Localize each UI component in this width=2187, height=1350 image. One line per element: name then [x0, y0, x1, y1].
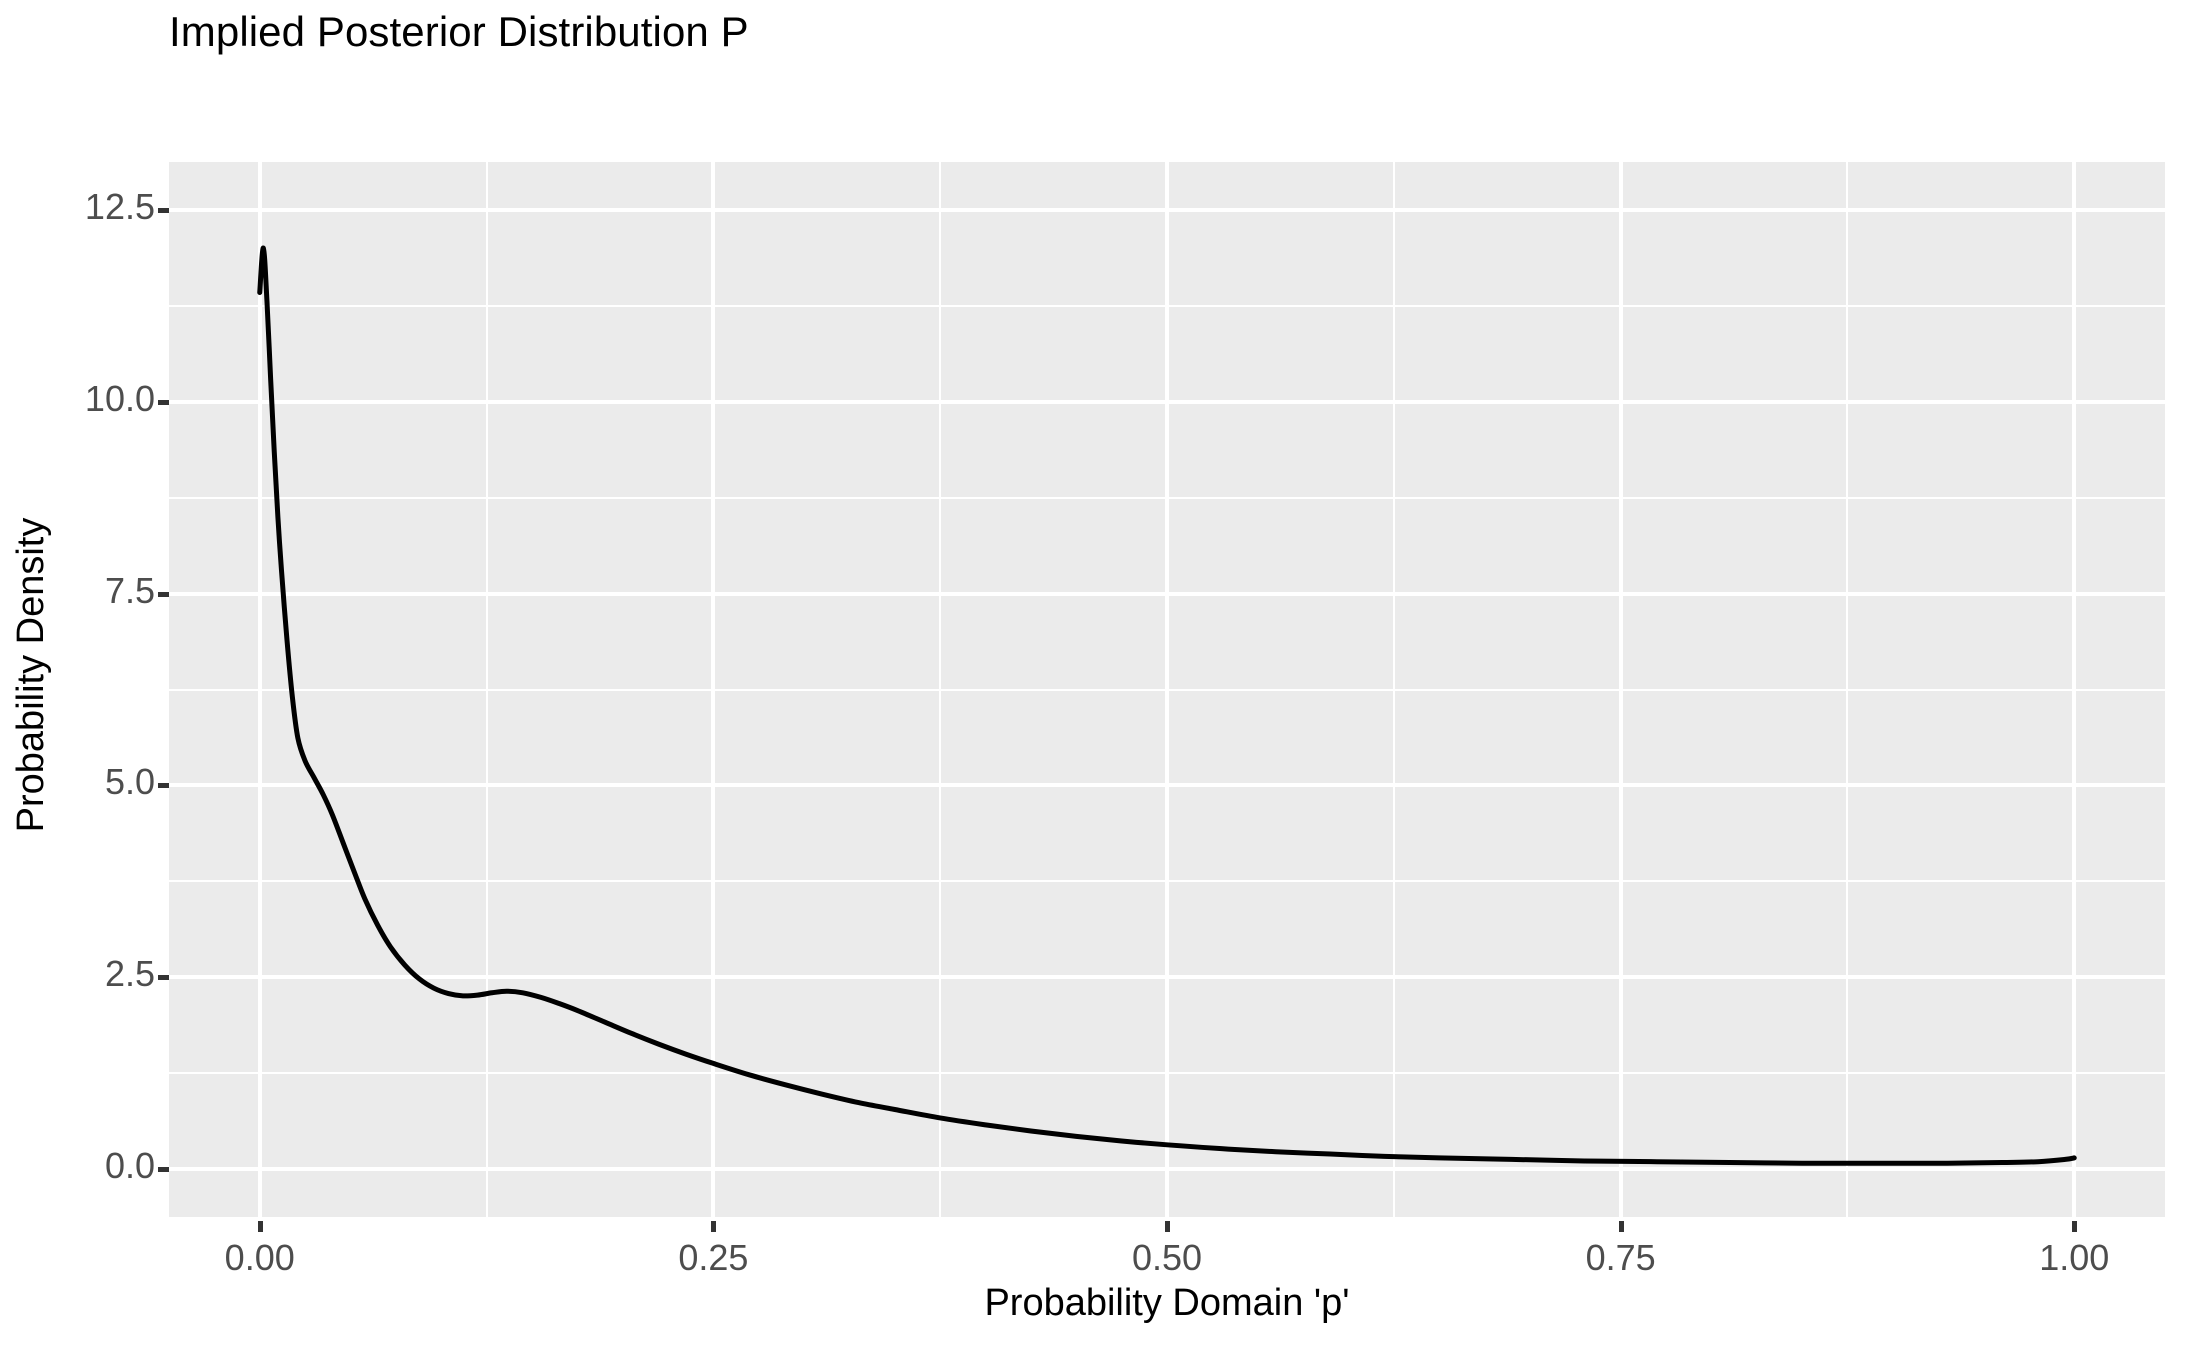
- grid-line-vertical-major: [1165, 162, 1169, 1217]
- x-tick-label: 0.75: [1585, 1237, 1656, 1278]
- x-tick-label: 0.25: [678, 1237, 749, 1278]
- x-tick-mark: [257, 1221, 263, 1232]
- density-curve-path: [257, 245, 2077, 1166]
- x-tick-label: 0.50: [1131, 1237, 1203, 1278]
- x-axis-title: Probability Domain 'p': [984, 1282, 1350, 1324]
- y-tick-label: 12.5: [84, 185, 155, 227]
- page-title: Implied Posterior Distribution P: [169, 8, 749, 55]
- grid-line-vertical-major: [1618, 162, 1623, 1217]
- y-tick-mark: [158, 975, 169, 981]
- grid-line-vertical-major: [257, 162, 262, 1217]
- y-tick-label: 2.5: [104, 953, 155, 995]
- grid-line-vertical-major: [2072, 162, 2077, 1217]
- y-tick-mark: [158, 399, 169, 405]
- y-tick-label: 10.0: [84, 377, 155, 419]
- x-tick-mark: [2072, 1221, 2078, 1232]
- y-tick-mark: [158, 783, 169, 789]
- y-tick-label: 0.0: [104, 1145, 155, 1187]
- y-tick-mark: [158, 1167, 169, 1173]
- x-tick-label: 0.00: [224, 1237, 295, 1278]
- y-tick-mark: [158, 591, 169, 597]
- x-tick-label: 1.00: [2039, 1237, 2110, 1278]
- grid-line-vertical-minor: [939, 162, 942, 1217]
- grid-line-vertical-major: [711, 162, 716, 1217]
- grid-line-vertical-minor: [1846, 162, 1849, 1217]
- plot-panel: [169, 162, 2165, 1217]
- x-tick-mark: [1618, 1221, 1624, 1232]
- y-tick-label: 7.5: [104, 569, 155, 611]
- y-tick-mark: [158, 207, 169, 213]
- density-curve: [257, 245, 2077, 1166]
- grid-line-vertical-minor: [1392, 162, 1395, 1217]
- x-tick-mark: [1165, 1221, 1170, 1232]
- x-tick-mark: [711, 1221, 717, 1232]
- y-tick-label: 5.0: [104, 761, 155, 803]
- grid-line-vertical-minor: [485, 162, 488, 1217]
